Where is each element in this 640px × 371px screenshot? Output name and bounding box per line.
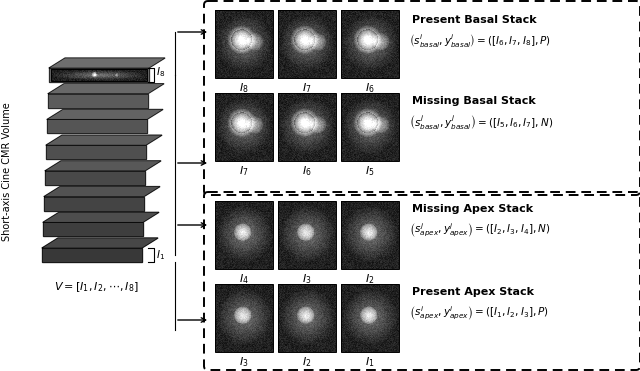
Text: $I_6$: $I_6$ — [365, 81, 375, 95]
Text: $\left(s^j_{basal}, y^j_{basal}\right) = \left(\left[I_5, I_6, I_7\right], N\rig: $\left(s^j_{basal}, y^j_{basal}\right) =… — [409, 113, 553, 131]
Text: Short-axis Cine CMR Volume: Short-axis Cine CMR Volume — [2, 103, 12, 242]
Polygon shape — [44, 187, 160, 197]
Text: Missing Basal Stack: Missing Basal Stack — [412, 96, 536, 106]
Text: $I_8$: $I_8$ — [239, 81, 249, 95]
Polygon shape — [48, 94, 148, 108]
Polygon shape — [42, 248, 142, 262]
Text: $\left(s^i_{apex}, y^i_{apex}\right) = \left(\left[I_1, I_2, I_3\right], P\right: $\left(s^i_{apex}, y^i_{apex}\right) = \… — [409, 304, 549, 322]
Bar — [51, 69, 147, 81]
Text: $I_4$: $I_4$ — [239, 272, 249, 286]
Text: $I_7$: $I_7$ — [239, 164, 249, 178]
Bar — [215, 93, 273, 161]
Polygon shape — [44, 197, 144, 211]
Text: $I_7$: $I_7$ — [302, 81, 312, 95]
Bar — [215, 284, 273, 352]
Bar — [341, 284, 399, 352]
Polygon shape — [43, 212, 159, 222]
Text: $I_3$: $I_3$ — [302, 272, 312, 286]
Text: Present Basal Stack: Present Basal Stack — [412, 15, 536, 25]
Polygon shape — [49, 58, 165, 68]
Text: $I_3$: $I_3$ — [239, 355, 249, 369]
Polygon shape — [45, 161, 161, 171]
Bar — [215, 201, 273, 269]
Text: $I_2$: $I_2$ — [365, 272, 374, 286]
Polygon shape — [49, 68, 149, 82]
Polygon shape — [46, 145, 146, 159]
Text: Missing Apex Stack: Missing Apex Stack — [412, 204, 533, 214]
Text: $\left(s^i_{basal}, y^i_{basal}\right) = \left(\left[I_6, I_7, I_8\right], P\rig: $\left(s^i_{basal}, y^i_{basal}\right) =… — [409, 32, 551, 49]
Bar — [341, 201, 399, 269]
Text: $I_1$: $I_1$ — [156, 248, 165, 262]
Text: $V = [I_1, I_2, \cdots, I_8]$: $V = [I_1, I_2, \cdots, I_8]$ — [54, 280, 138, 294]
Bar — [278, 93, 336, 161]
Polygon shape — [46, 135, 162, 145]
Bar — [278, 201, 336, 269]
Text: Present Apex Stack: Present Apex Stack — [412, 287, 534, 297]
Text: $I_6$: $I_6$ — [302, 164, 312, 178]
Bar — [278, 10, 336, 78]
Polygon shape — [47, 109, 163, 119]
Text: $I_2$: $I_2$ — [302, 355, 312, 369]
Polygon shape — [42, 238, 158, 248]
Text: $I_5$: $I_5$ — [365, 164, 375, 178]
Polygon shape — [45, 171, 145, 185]
Text: $I_8$: $I_8$ — [156, 65, 165, 79]
Polygon shape — [48, 84, 164, 94]
Bar — [341, 93, 399, 161]
Text: $I_1$: $I_1$ — [365, 355, 375, 369]
Bar — [278, 284, 336, 352]
Text: $\left(s^j_{apex}, y^j_{apex}\right) = \left(\left[I_2, I_3, I_4\right], N\right: $\left(s^j_{apex}, y^j_{apex}\right) = \… — [409, 221, 550, 239]
Polygon shape — [47, 119, 147, 134]
Bar — [215, 10, 273, 78]
Bar — [341, 10, 399, 78]
Polygon shape — [43, 222, 143, 236]
